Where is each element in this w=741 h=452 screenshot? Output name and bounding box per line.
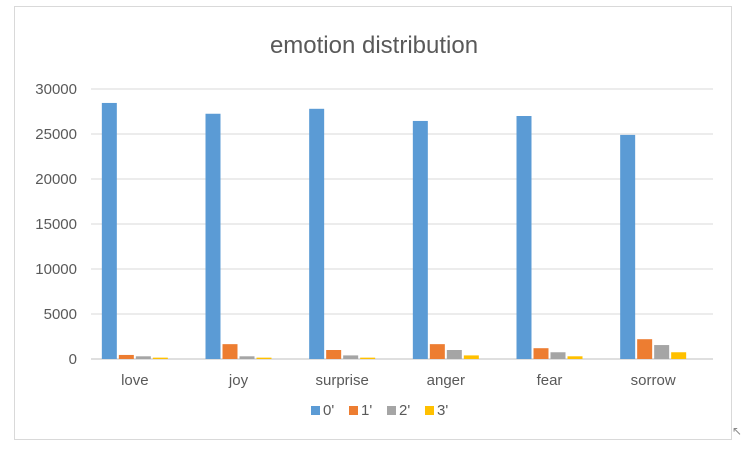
legend-entry: 3' — [437, 402, 448, 419]
bar-love-series-0 — [101, 102, 117, 359]
bar-sorrow-series-3 — [671, 352, 687, 359]
legend-entry: 1' — [361, 402, 372, 419]
legend-entry: 2' — [399, 402, 410, 419]
bar-surprise-series-0 — [309, 108, 325, 359]
legend-swatch — [425, 406, 434, 415]
resize-handle-icon[interactable]: ↖ — [732, 424, 741, 438]
bar-anger-series-3 — [463, 355, 479, 359]
bar-surprise-series-3 — [360, 357, 376, 359]
y-tick-label: 20000 — [35, 171, 77, 188]
chart-frame: emotion distribution 0 5000 10000 15000 2000… — [14, 6, 732, 440]
bar-surprise-series-1 — [326, 350, 342, 359]
bar-joy-series-3 — [256, 357, 272, 359]
x-category-label: fear — [537, 372, 563, 389]
bars — [101, 102, 687, 359]
bar-sorrow-series-2 — [654, 345, 670, 359]
y-tick-label: 30000 — [35, 81, 77, 98]
y-tick-label: 10000 — [35, 261, 77, 278]
x-category-label: surprise — [315, 372, 368, 389]
x-axis-categories: love joy surprise anger fear sorrow — [121, 372, 676, 389]
legend-swatch — [311, 406, 320, 415]
grid-layer — [91, 88, 713, 360]
chart-title: emotion distribution — [270, 32, 478, 59]
x-category-label: sorrow — [631, 372, 676, 389]
bar-anger-series-0 — [412, 120, 428, 359]
legend-swatch — [349, 406, 358, 415]
legend: 0' 1' 2' 3' — [311, 402, 448, 419]
y-tick-label: 15000 — [35, 216, 77, 233]
bar-fear-series-1 — [533, 348, 549, 359]
bar-anger-series-1 — [429, 344, 445, 359]
x-category-label: anger — [427, 372, 465, 389]
y-tick-label: 25000 — [35, 126, 77, 143]
bar-love-series-2 — [135, 356, 151, 359]
chart-svg: emotion distribution 0 5000 10000 15000 2000… — [35, 32, 713, 419]
y-tick-label: 5000 — [44, 306, 77, 323]
y-axis-ticks: 0 5000 10000 15000 20000 25000 30000 — [35, 81, 77, 368]
bar-joy-series-0 — [205, 113, 221, 359]
bar-anger-series-2 — [446, 350, 462, 359]
bar-fear-series-2 — [550, 352, 566, 359]
legend-swatch — [387, 406, 396, 415]
x-category-label: love — [121, 372, 149, 389]
bar-sorrow-series-0 — [620, 134, 636, 359]
bar-surprise-series-2 — [343, 355, 359, 359]
bar-love-series-3 — [152, 357, 168, 359]
bar-fear-series-0 — [516, 116, 532, 359]
bar-joy-series-1 — [222, 344, 238, 359]
bar-joy-series-2 — [239, 356, 255, 359]
bar-sorrow-series-1 — [637, 339, 653, 359]
x-category-label: joy — [228, 372, 249, 389]
legend-entry: 0' — [323, 402, 334, 419]
bar-love-series-1 — [118, 354, 134, 359]
y-tick-label: 0 — [69, 351, 77, 368]
bar-fear-series-3 — [567, 356, 583, 359]
